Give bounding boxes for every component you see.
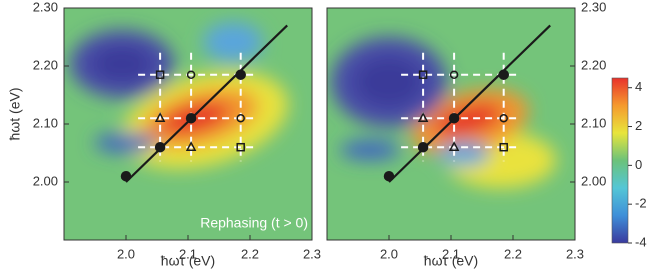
x-tick-label: 2.2	[504, 246, 522, 261]
marker-circle	[499, 113, 508, 123]
colorbar-tick-label: 4	[635, 79, 642, 94]
marker-dot	[154, 141, 166, 153]
marker-dot	[235, 69, 246, 80]
x-axis-label: ħωτ (eV)	[424, 253, 478, 269]
x-axis-label: ħωτ (eV)	[161, 253, 215, 269]
colorbar	[611, 77, 629, 244]
x-tick-label: 2.1	[179, 246, 197, 261]
x-tick-label: 2.0	[380, 246, 398, 261]
y-tick-label: 2.10	[581, 115, 606, 130]
marker-triangle	[154, 112, 166, 122]
y-tick-label: 2.20	[33, 57, 58, 72]
colorbar-tick-label: 2	[635, 118, 642, 133]
y-tick-label: 2.20	[581, 57, 606, 72]
marker-triangle	[417, 112, 429, 122]
y-axis-label: ħωt (eV)	[7, 88, 23, 141]
y-tick-label: 2.00	[33, 173, 58, 188]
marker-square	[418, 70, 428, 79]
y-tick-label: 2.30	[33, 0, 58, 14]
x-tick-label: 2.2	[241, 246, 259, 261]
marker-circle	[186, 70, 196, 79]
y-tick-label: 2.00	[581, 173, 606, 188]
marker-dot	[498, 69, 509, 80]
heatmap-field	[327, 8, 575, 240]
marker-dot	[185, 112, 197, 124]
marker-circle	[236, 113, 245, 123]
marker-circle	[449, 70, 459, 79]
marker-dot	[448, 112, 460, 124]
marker-triangle	[448, 141, 460, 151]
colorbar-tick-label: -4	[635, 234, 647, 249]
marker-square	[155, 70, 165, 79]
y-tick-label: 2.10	[33, 115, 58, 130]
colorbar-tick-label: 0	[635, 157, 642, 172]
marker-dot	[383, 170, 395, 182]
marker-triangle	[185, 141, 197, 151]
y-tick-label: 2.30	[581, 0, 606, 14]
marker-square	[236, 142, 245, 152]
marker-dot	[417, 141, 429, 153]
heatmap-field	[64, 8, 312, 240]
marker-dot	[120, 170, 132, 182]
colorbar-tick-label: -2	[635, 196, 647, 211]
x-tick-label: 2.1	[442, 246, 460, 261]
diagonal-line	[125, 24, 288, 183]
annotation: Rephasing (t > 0)	[200, 215, 308, 231]
x-tick-label: 2.0	[117, 246, 135, 261]
diagonal-line	[388, 24, 551, 183]
x-tick-label: 2.3	[566, 246, 584, 261]
marker-square	[499, 142, 508, 152]
x-tick-label: 2.3	[303, 246, 321, 261]
